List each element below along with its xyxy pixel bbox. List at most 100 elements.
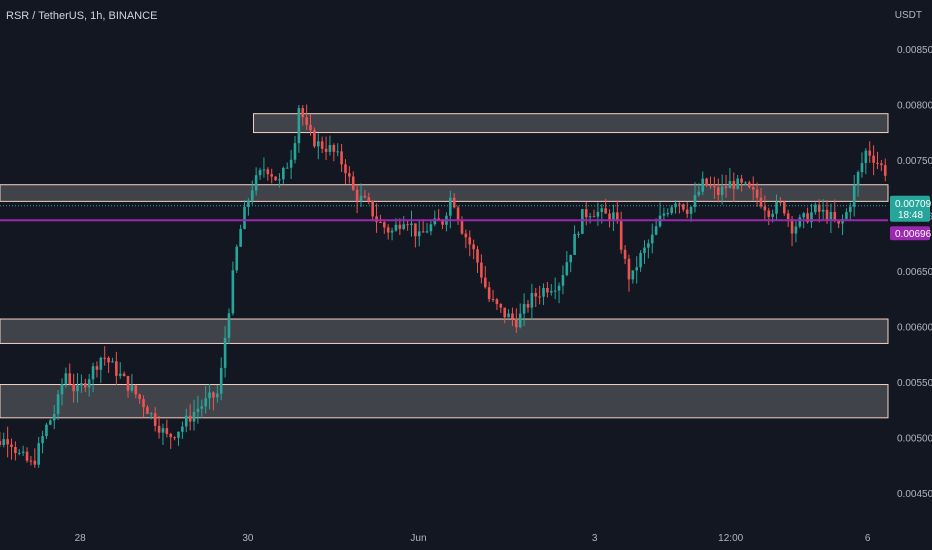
candle-body-159 (596, 211, 600, 217)
candle-body-147 (549, 290, 553, 293)
candle-body-16 (41, 436, 44, 444)
y-tick-label: 0.00550 (897, 378, 932, 389)
candles-layer (0, 104, 887, 468)
candle-body-21 (60, 384, 64, 395)
y-tick-label: 0.00850 (897, 45, 932, 56)
candle-body-79 (285, 167, 289, 169)
candle-body-167 (627, 258, 631, 280)
candle-body-114 (421, 231, 425, 233)
candle-body-71 (254, 175, 258, 191)
candle-body-228 (864, 150, 868, 164)
candle-body-233 (883, 165, 887, 176)
candle-body-219 (829, 211, 833, 221)
candle-body-59 (208, 392, 211, 399)
candle-body-184 (693, 194, 697, 208)
candle-body-24 (72, 383, 75, 392)
candle-body-15 (37, 443, 40, 465)
candle-body-195 (736, 178, 739, 189)
candle-body-142 (530, 293, 534, 308)
candle-body-78 (282, 167, 285, 180)
candle-body-131 (487, 287, 491, 300)
candle-body-103 (379, 222, 382, 224)
candle-body-182 (685, 209, 689, 214)
candle-body-128 (476, 249, 479, 263)
candle-body-123 (456, 207, 460, 221)
candle-body-94 (344, 164, 347, 174)
candle-body-170 (639, 253, 642, 268)
candle-body-87 (316, 141, 320, 147)
candle-body-223 (845, 212, 848, 219)
candle-body-227 (860, 163, 864, 173)
symbol-title: RSR / TetherUS, 1h, BINANCE (6, 10, 158, 22)
candle-body-151 (565, 262, 569, 276)
candle-body-232 (880, 163, 883, 166)
y-tick-label: 0.00800 (897, 100, 932, 111)
candle-body-188 (709, 185, 712, 187)
candle-body-121 (449, 197, 452, 216)
candle-body-187 (705, 178, 708, 186)
candle-body-193 (728, 180, 732, 189)
candle-body-62 (219, 367, 223, 394)
candle-body-105 (386, 227, 390, 233)
candle-body-209 (790, 219, 794, 234)
candle-body-109 (402, 224, 406, 229)
candle-body-56 (196, 408, 200, 412)
candle-body-135 (503, 307, 506, 318)
candle-body-89 (324, 148, 328, 152)
candle-body-41 (138, 394, 141, 400)
candle-body-42 (142, 399, 145, 408)
candle-body-181 (682, 204, 685, 210)
candle-body-206 (779, 201, 782, 203)
candle-body-231 (876, 162, 879, 164)
candle-body-210 (794, 226, 798, 234)
candle-body-202 (763, 206, 767, 211)
candle-body-97 (355, 189, 359, 201)
candle-body-150 (561, 275, 565, 286)
candle-body-51 (177, 431, 180, 438)
candle-body-230 (872, 155, 875, 163)
candle-body-77 (278, 179, 281, 181)
candle-body-176 (662, 213, 666, 216)
candle-body-126 (468, 237, 472, 245)
candle-body-178 (670, 207, 673, 214)
candle-body-213 (806, 213, 809, 223)
candle-body-95 (348, 173, 351, 177)
candle-body-43 (146, 407, 149, 414)
candle-body-192 (724, 186, 728, 189)
candle-body-137 (511, 313, 514, 319)
candle-body-139 (518, 313, 522, 328)
candle-body-116 (429, 224, 433, 232)
candle-body-76 (274, 176, 277, 181)
candle-body-171 (643, 247, 646, 254)
last-price-value: 0.00709 (895, 199, 932, 210)
candle-body-152 (569, 254, 573, 263)
candle-body-108 (398, 224, 402, 229)
candle-body-36 (118, 373, 122, 376)
zone-3 (0, 318, 889, 344)
candle-body-88 (320, 141, 324, 149)
candle-body-64 (227, 313, 231, 338)
last-price-countdown: 18:48 (898, 210, 923, 221)
candle-body-174 (654, 226, 658, 235)
candle-body-157 (588, 216, 592, 218)
candle-body-180 (678, 203, 681, 205)
candle-body-132 (491, 299, 495, 301)
candle-body-207 (782, 202, 786, 214)
candle-body-145 (542, 287, 545, 297)
candle-body-113 (417, 231, 421, 237)
candle-body-168 (631, 270, 635, 280)
candle-body-68 (243, 206, 246, 229)
zone-4 (0, 384, 889, 419)
candle-body-169 (635, 267, 639, 271)
zone-2 (0, 184, 889, 202)
candle-body-217 (821, 209, 825, 212)
x-tick-label: 28 (75, 533, 87, 544)
candle-body-80 (289, 159, 293, 168)
candle-body-201 (759, 197, 763, 207)
candle-body-161 (604, 208, 607, 214)
x-tick-label: 6 (865, 533, 871, 544)
candle-body-14 (33, 460, 37, 465)
candle-body-119 (441, 220, 444, 225)
